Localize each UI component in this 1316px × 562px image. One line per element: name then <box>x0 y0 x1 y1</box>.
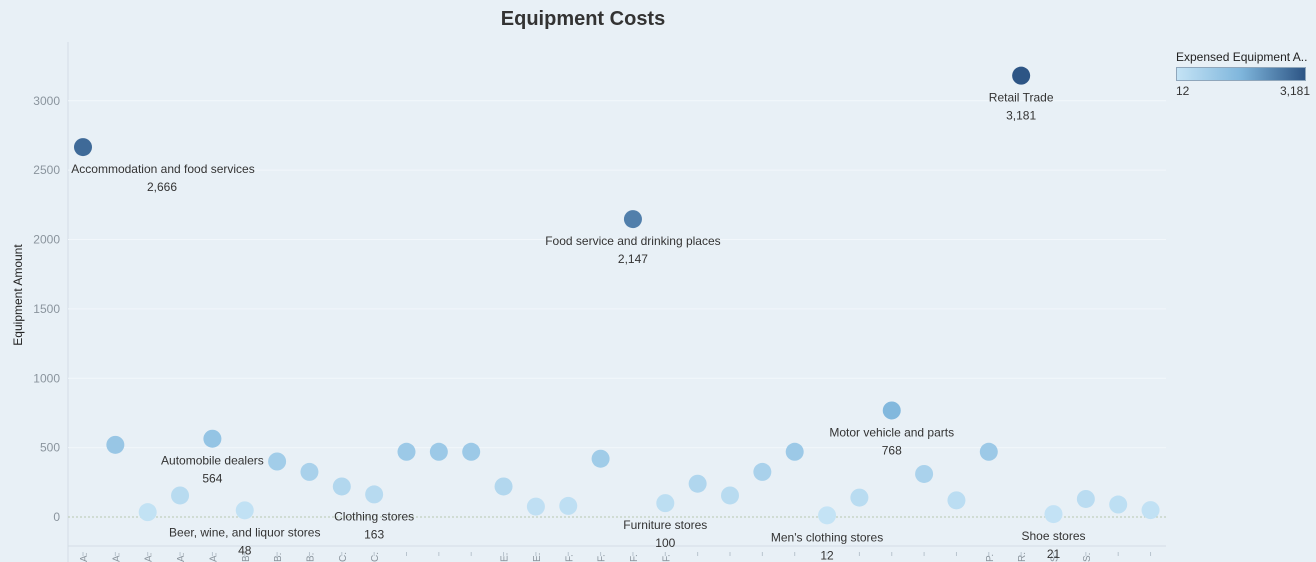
data-point[interactable] <box>138 503 157 522</box>
data-point[interactable] <box>818 506 837 525</box>
y-tick-label: 1000 <box>33 371 60 385</box>
x-tick-label: E. <box>500 553 511 562</box>
data-point[interactable] <box>268 452 287 471</box>
data-point[interactable] <box>300 462 319 481</box>
data-point[interactable] <box>915 464 934 483</box>
point-category-label: Accommodation and food services <box>71 162 254 176</box>
legend-color-ramp <box>1176 67 1306 81</box>
legend-title: Expensed Equipment A.. <box>1176 50 1308 64</box>
y-tick-label: 2000 <box>33 233 60 247</box>
x-tick-label: A. <box>79 553 90 562</box>
y-tick-label: 3000 <box>33 94 60 108</box>
point-value-label: 21 <box>1047 547 1061 561</box>
data-point[interactable] <box>1044 505 1063 524</box>
point-category-label: Motor vehicle and parts <box>829 425 954 439</box>
y-tick-label: 2500 <box>33 163 60 177</box>
point-category-label: Furniture stores <box>623 518 707 532</box>
data-point[interactable] <box>429 442 448 461</box>
x-tick-label: S. <box>1050 553 1061 562</box>
data-point[interactable] <box>688 474 707 493</box>
x-tick-label: B. <box>273 553 284 562</box>
x-tick-label: A. <box>208 553 219 562</box>
data-point[interactable] <box>1076 489 1095 508</box>
data-point[interactable] <box>850 488 869 507</box>
legend-min-label: 12 <box>1176 84 1190 98</box>
data-point[interactable] <box>721 486 739 505</box>
data-point[interactable] <box>526 497 545 516</box>
point-category-label: Beer, wine, and liquor stores <box>169 525 320 539</box>
point-category-label: Food service and drinking places <box>545 234 720 248</box>
x-tick-label: F. <box>597 554 608 562</box>
x-tick-label: F. <box>661 554 672 562</box>
data-point[interactable] <box>365 485 384 504</box>
data-point[interactable] <box>106 435 125 454</box>
data-point[interactable] <box>1109 495 1128 514</box>
x-tick-label: A. <box>144 553 155 562</box>
x-tick-label: R. <box>1017 552 1028 562</box>
x-tick-label: C. <box>338 552 349 562</box>
data-labels: Accommodation and food services 2,666 Auto… <box>71 91 1085 562</box>
x-tick-label: A. <box>111 553 122 562</box>
data-point[interactable] <box>74 138 92 157</box>
data-point[interactable] <box>559 496 578 515</box>
data-point[interactable] <box>882 401 901 420</box>
point-value-label: 3,181 <box>1006 109 1036 123</box>
data-point[interactable] <box>494 477 513 496</box>
data-point[interactable] <box>171 486 190 505</box>
data-point[interactable] <box>1012 66 1031 85</box>
x-tick-label: P. <box>985 554 996 562</box>
data-point[interactable] <box>235 501 254 520</box>
data-point[interactable] <box>753 462 772 481</box>
y-axis-ticks: 0 500 1000 1500 2000 2500 3000 <box>33 94 60 524</box>
scatter-plot: 0 500 1000 1500 2000 2500 3000 A. A. A. A. A. B. B. B… <box>33 42 1166 562</box>
point-value-label: 12 <box>820 548 834 562</box>
data-point[interactable] <box>979 442 998 461</box>
color-legend: Expensed Equipment A.. 12 3,181 <box>1176 50 1312 98</box>
data-point[interactable] <box>623 210 642 229</box>
point-category-label: Clothing stores <box>334 509 414 523</box>
point-value-label: 100 <box>655 536 675 550</box>
data-point[interactable] <box>1141 501 1160 520</box>
y-tick-label: 0 <box>53 510 60 524</box>
point-value-label: 2,666 <box>147 180 177 194</box>
x-axis-ticks: A. A. A. A. A. B. B. B. C. C. E. E. F. F. F. F. P. R. S. S. <box>68 545 1166 562</box>
grid-layer <box>67 42 1166 562</box>
legend-max-label: 3,181 <box>1279 84 1310 98</box>
point-category-label: Retail Trade <box>989 91 1054 105</box>
data-point[interactable] <box>591 449 610 468</box>
x-tick-label: S. <box>1082 553 1093 562</box>
data-point[interactable] <box>332 477 351 496</box>
y-tick-label: 500 <box>40 441 60 455</box>
x-tick-label: F. <box>564 554 575 562</box>
data-point[interactable] <box>462 442 481 461</box>
data-point[interactable] <box>656 494 675 513</box>
point-category-label: Automobile dealers <box>161 454 264 468</box>
point-value-label: 768 <box>882 443 902 457</box>
point-value-label: 2,147 <box>618 252 648 266</box>
y-tick-label: 1500 <box>33 302 60 316</box>
chart-title: Equipment Costs <box>500 8 666 30</box>
data-point[interactable] <box>203 429 222 448</box>
data-points <box>74 66 1160 525</box>
x-tick-label: B. <box>241 553 252 562</box>
data-point[interactable] <box>397 442 416 461</box>
data-point[interactable] <box>785 442 804 461</box>
point-value-label: 564 <box>202 472 222 486</box>
x-tick-label: F. <box>629 554 640 562</box>
point-category-label: Shoe stores <box>1021 529 1085 543</box>
x-tick-label: B. <box>305 553 316 562</box>
point-value-label: 163 <box>364 527 384 541</box>
x-tick-label: A. <box>176 553 187 562</box>
x-tick-label: C. <box>370 552 381 562</box>
x-tick-label: E. <box>532 553 543 562</box>
point-value-label: 48 <box>238 543 252 557</box>
point-category-label: Men's clothing stores <box>771 530 883 544</box>
data-point[interactable] <box>947 491 966 510</box>
